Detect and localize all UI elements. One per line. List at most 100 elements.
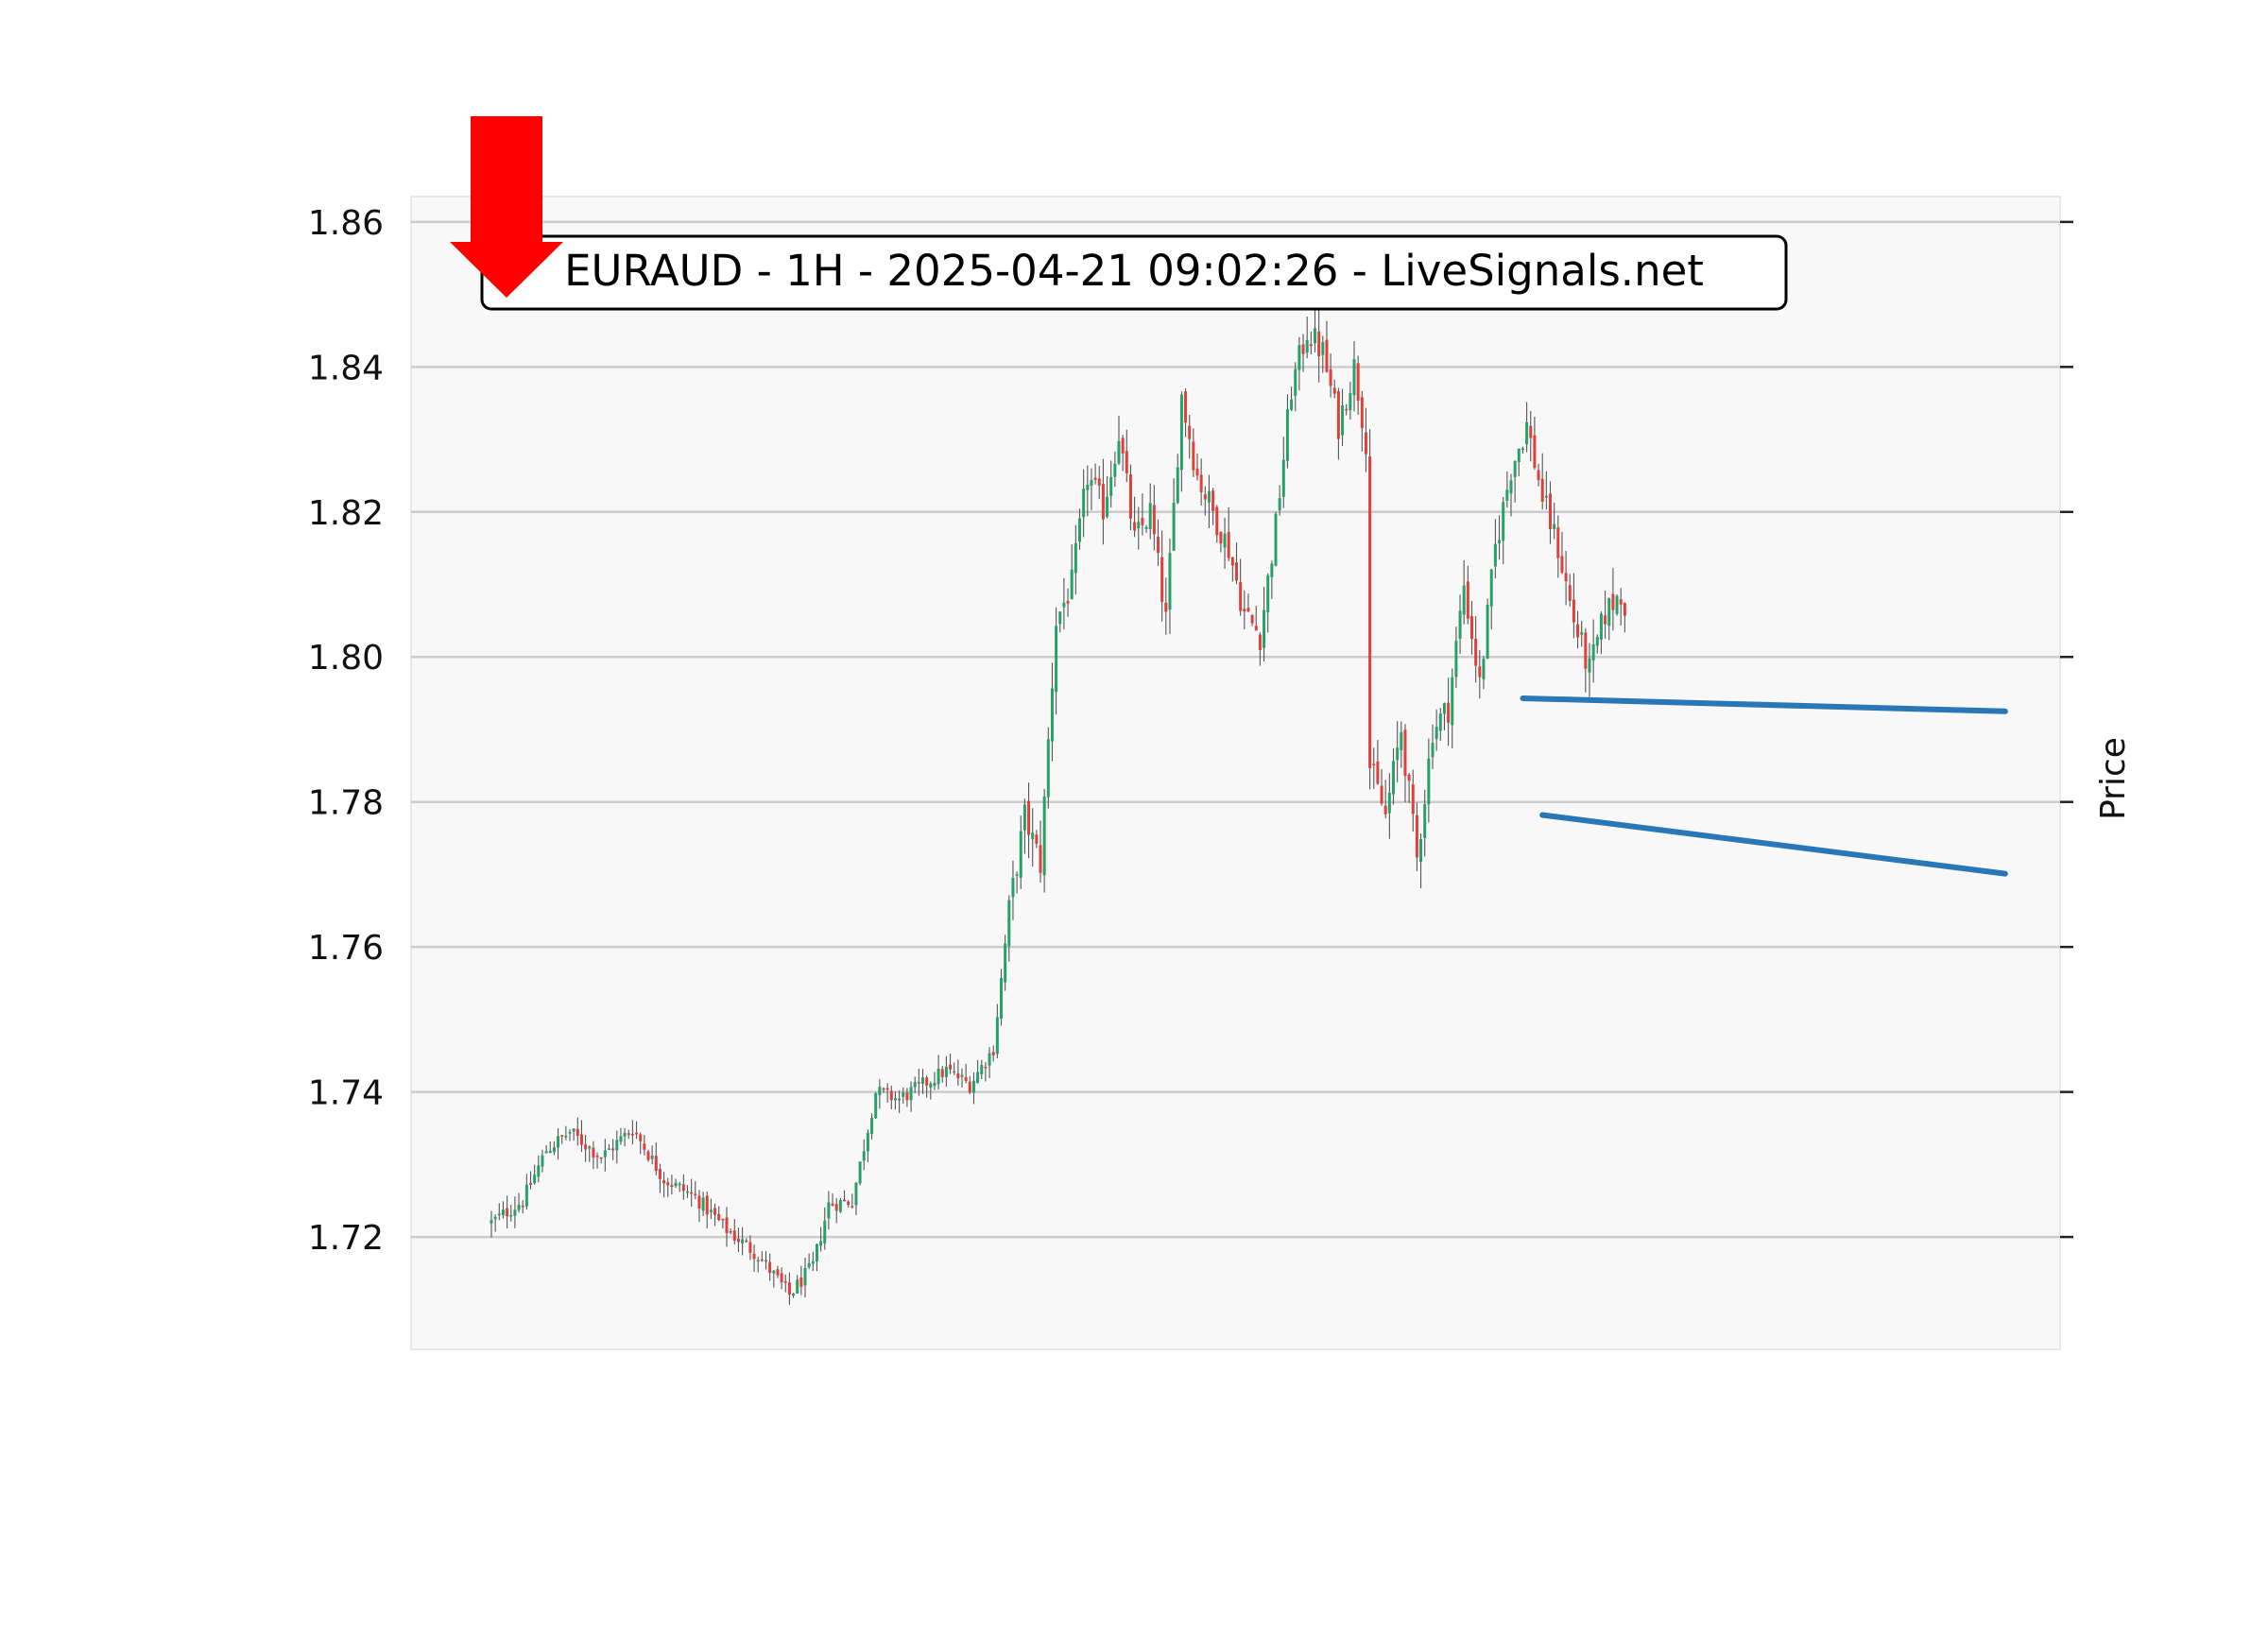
candle [1270,560,1274,599]
candle-body [815,1244,818,1261]
candle [1431,724,1435,770]
candle [1046,727,1050,809]
candle-body [560,1135,564,1137]
candle [1281,437,1285,508]
candle-body [1121,438,1125,454]
candle-body [1314,328,1316,344]
candle-body [1223,533,1227,548]
candle-body [588,1146,592,1149]
candle-body [732,1230,736,1241]
candle [1521,446,1524,455]
candle [643,1135,646,1156]
candle [1435,709,1438,751]
candle-body [1055,626,1058,693]
trendline-support [1539,812,2008,877]
candle [1000,969,1003,1026]
candle-body [552,1147,556,1153]
candle-body [627,1133,630,1135]
candle [1157,519,1160,566]
candle [666,1177,670,1197]
candle [1392,747,1395,805]
candle [732,1219,736,1244]
candle [1195,454,1199,481]
candle-body [694,1193,697,1195]
candle-body [1588,658,1591,673]
candle [752,1244,756,1273]
candle [995,1004,999,1059]
candle [1042,788,1046,893]
candle-body [1125,451,1128,473]
candle [953,1062,956,1075]
candle [1623,602,1626,633]
candle [541,1149,544,1173]
candle [1184,387,1188,438]
candle [1560,531,1564,575]
candle-body [960,1074,964,1077]
candle [650,1145,654,1164]
candle [1266,573,1270,633]
candle-body [1360,397,1364,429]
candle-body [1035,834,1039,844]
candle [971,1072,975,1105]
candle [1332,379,1336,399]
candle-body [1168,553,1172,610]
candle [1525,402,1529,453]
candle-body [643,1143,646,1150]
candle-body [827,1202,831,1219]
candle [1383,780,1387,819]
sell-arrow-icon [450,116,563,298]
candle [701,1192,705,1217]
candle-body [635,1132,639,1135]
candle [1458,594,1462,654]
candle [913,1076,917,1094]
candle [595,1152,599,1169]
candle-body [1604,615,1607,625]
candle-body [1513,461,1517,477]
candle-body [905,1092,909,1101]
candle [827,1191,831,1230]
candle-body [1447,702,1451,723]
candle-body [1301,344,1305,354]
candle-body [1000,977,1003,1019]
candle [1176,454,1179,505]
candle-body [893,1098,897,1101]
candle-body [521,1205,524,1208]
candle [1415,802,1418,871]
candle [976,1059,980,1084]
candle-body [1179,394,1183,471]
candle [783,1274,787,1293]
candle [709,1198,713,1219]
candle [885,1083,889,1103]
candle-body [949,1064,953,1070]
candle-body [1172,503,1176,551]
candle-body [1376,761,1380,784]
candle [748,1235,752,1261]
candle-body [615,1140,619,1151]
candle-body [976,1072,980,1084]
candle [1160,530,1164,622]
candle [1360,390,1364,452]
candle-body [1007,900,1011,947]
candle-body [709,1210,713,1212]
candle-body [1352,359,1356,396]
candle-body [1305,339,1309,353]
candle-body [1489,569,1493,607]
candle [1540,453,1544,510]
candle [1097,466,1101,500]
candle-body [1027,800,1031,835]
candle-body [768,1261,772,1274]
candle-body [537,1165,541,1177]
candle-body [834,1204,838,1211]
candle-body [1332,387,1336,394]
candle [1144,524,1148,533]
candle [572,1128,576,1141]
candle [1309,331,1313,354]
candle-body [1097,478,1101,486]
candle-body [1031,832,1035,840]
candle-body [889,1090,893,1101]
candle-body [513,1210,517,1216]
candle [874,1091,878,1120]
candle-body [603,1150,607,1158]
candle-body [1325,339,1329,372]
candle-body [878,1087,882,1096]
